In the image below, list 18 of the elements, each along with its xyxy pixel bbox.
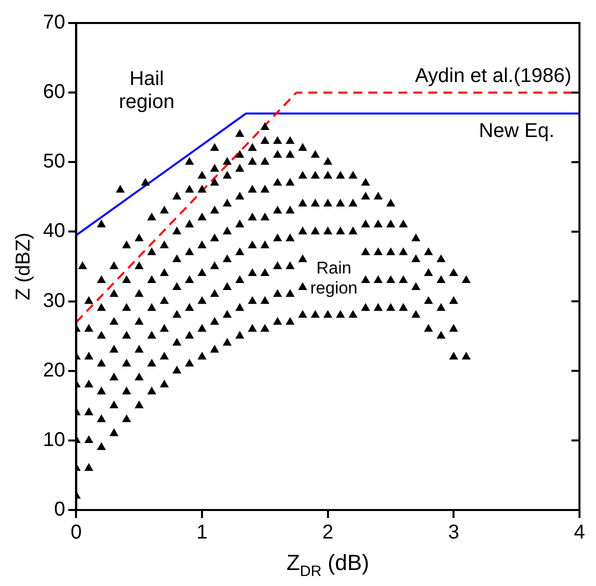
annotation: Hail region xyxy=(118,68,174,114)
x-tick-label: 2 xyxy=(322,522,334,544)
x-tick-label: 0 xyxy=(70,522,82,544)
y-tick-label: 20 xyxy=(42,359,66,382)
annotation: Rain region xyxy=(310,258,358,298)
x-tick-label: 4 xyxy=(574,522,585,544)
y-axis-title: Z (dBZ) xyxy=(12,232,35,300)
y-tick-label: 70 xyxy=(42,12,66,34)
series-label: Aydin et al.(1986) xyxy=(415,65,572,88)
y-tick-label: 10 xyxy=(42,428,66,451)
y-tick-label: 40 xyxy=(42,220,66,242)
x-tick-label: 3 xyxy=(448,522,460,544)
y-tick-label: 0 xyxy=(54,498,66,521)
y-tick-label: 30 xyxy=(42,290,66,312)
y-tick-label: 60 xyxy=(42,81,66,104)
series-label: New Eq. xyxy=(478,120,554,142)
y-tick-label: 50 xyxy=(42,150,66,173)
x-tick-label: 1 xyxy=(196,522,208,544)
